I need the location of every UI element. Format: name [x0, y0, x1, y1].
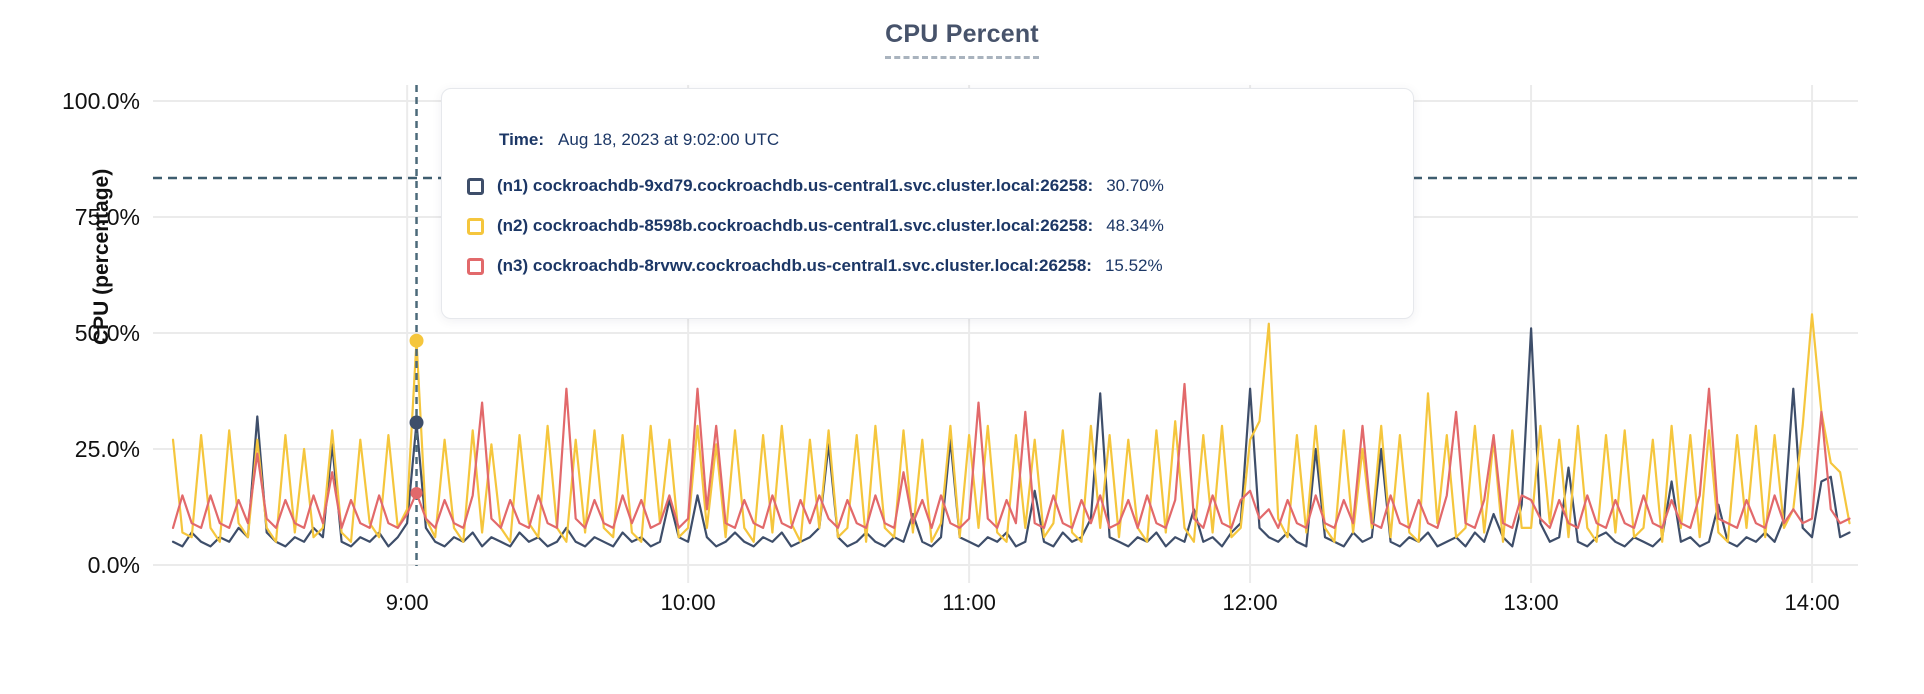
y-tick-label: 100.0% [62, 88, 140, 114]
tooltip-series-row: (n2) cockroachdb-8598b.cockroachdb.us-ce… [467, 213, 1383, 239]
x-tick-label: 11:00 [942, 590, 995, 615]
crosshair-dot-n2 [409, 333, 424, 348]
series-line-n3 [171, 382, 1851, 530]
legend-swatch-n2 [467, 217, 484, 235]
series-line-n2 [171, 313, 1851, 543]
x-tick-label: 14:00 [1785, 590, 1840, 615]
tooltip-node-label: (n3) cockroachdb-8rvwv.cockroachdb.us-ce… [497, 256, 1092, 275]
y-tick-label: 0.0% [88, 552, 140, 578]
tooltip-series-row: (n1) cockroachdb-9xd79.cockroachdb.us-ce… [467, 173, 1383, 199]
y-tick-label: 50.0% [75, 320, 140, 346]
legend-swatch-n1 [467, 177, 484, 195]
x-tick-label: 10:00 [661, 590, 716, 615]
tooltip-node-value: 15.52% [1104, 256, 1163, 275]
x-tick-label: 12:00 [1223, 590, 1278, 615]
tooltip-node-label: (n2) cockroachdb-8598b.cockroachdb.us-ce… [497, 216, 1094, 235]
tooltip-time-label: Time: [499, 130, 545, 149]
x-tick-label: 9:00 [386, 590, 429, 615]
tooltip-node-label: (n1) cockroachdb-9xd79.cockroachdb.us-ce… [497, 176, 1094, 195]
tooltip-time-value: Aug 18, 2023 at 9:02:00 UTC [558, 130, 780, 149]
tooltip-series-row: (n3) cockroachdb-8rvwv.cockroachdb.us-ce… [467, 253, 1383, 279]
legend-swatch-n3 [467, 257, 484, 275]
chart-title: CPU Percent [885, 20, 1039, 59]
chart-title-wrap: CPU Percent [0, 20, 1924, 59]
tooltip-node-value: 48.34% [1106, 216, 1164, 235]
chart-tooltip: Time: Aug 18, 2023 at 9:02:00 UTC (n1) co… [441, 88, 1414, 319]
y-tick-label: 75.0% [75, 204, 140, 230]
crosshair-dot-n1 [409, 415, 424, 430]
y-tick-label: 25.0% [75, 436, 140, 462]
tooltip-node-value: 30.70% [1106, 176, 1164, 195]
crosshair-dot-n3 [410, 486, 423, 499]
series-line-n1 [171, 327, 1851, 548]
tooltip-time-row: Time: Aug 18, 2023 at 9:02:00 UTC [467, 127, 1383, 153]
x-tick-label: 13:00 [1504, 590, 1559, 615]
